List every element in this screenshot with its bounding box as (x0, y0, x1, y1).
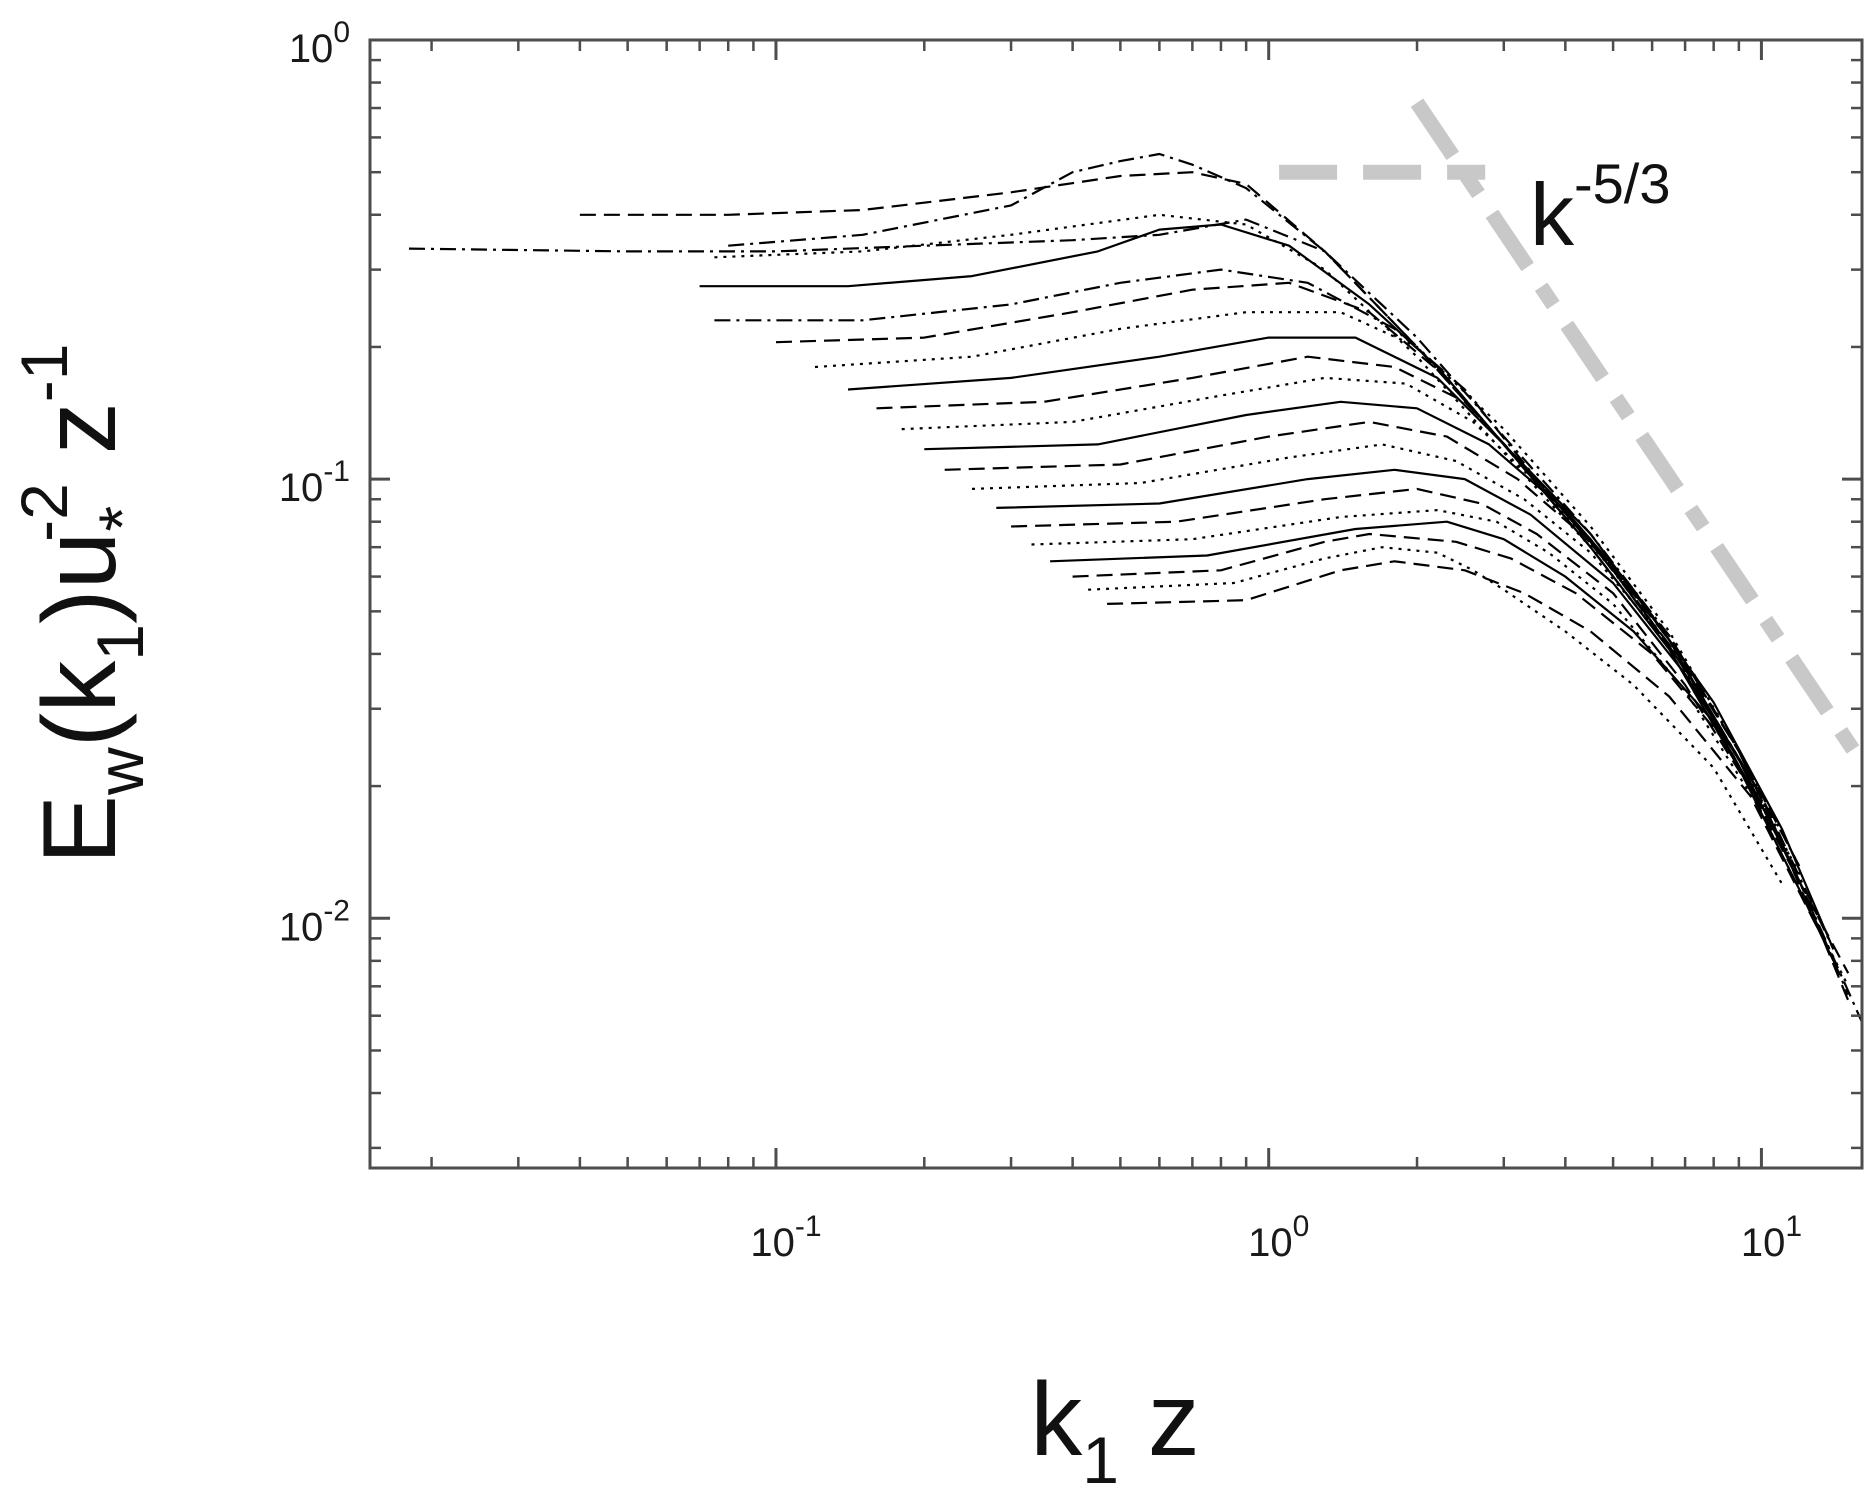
y-tick-label-exp: -2 (323, 894, 350, 927)
y-title-e3: -2 (7, 483, 81, 542)
series-line-14 (971, 443, 1802, 877)
y-title-p3: )u (22, 532, 138, 624)
series-line-20 (1088, 546, 1783, 885)
series-layer (408, 152, 1862, 1023)
x-tick-label-exp: 1 (1785, 1210, 1802, 1243)
x-tick-label-exp: -1 (795, 1210, 822, 1243)
x-tick-label: 10-1 (750, 1210, 821, 1265)
reference-layer (1279, 98, 1862, 767)
x-tick-label-base: 10 (1741, 1221, 1786, 1265)
y-title-p4: z (22, 402, 138, 483)
series-line-7 (775, 281, 1850, 974)
y-tick-label: 10-1 (279, 455, 350, 510)
x-tick-label-exp: 0 (1293, 1210, 1310, 1243)
y-tick-label-base: 10 (289, 27, 334, 71)
y-tick-label-base: 10 (279, 905, 324, 949)
x-axis-title: k1 z (1030, 1362, 1200, 1497)
annotation-slope: k-5/3 (1530, 152, 1671, 264)
series-line-5 (699, 223, 1835, 962)
series-line-15 (996, 468, 1763, 797)
series-line-6 (714, 268, 1835, 950)
x-tick-label: 100 (1248, 1210, 1309, 1265)
series-line-16 (1011, 487, 1763, 807)
series-line-18 (1050, 520, 1783, 842)
y-title-s1: w (83, 747, 157, 796)
x-axis-title-tail: z (1119, 1362, 1200, 1478)
plot-frame (368, 38, 1864, 1170)
y-title-s2: 1 (83, 624, 157, 661)
series-line-4 (714, 213, 1850, 987)
y-title-p2: (k (22, 660, 138, 748)
series-line-12 (924, 400, 1835, 950)
y-tick-label-base: 10 (279, 466, 324, 510)
annotation-exponent: -5/3 (1574, 152, 1671, 215)
y-axis-title: Ew(k1)u*-2 z-1 (7, 344, 159, 865)
y-tick-label: 10-2 (279, 894, 350, 949)
x-axis-title-main: k (1030, 1362, 1083, 1478)
y-title-s3: * (85, 506, 159, 532)
annotation-base: k (1530, 165, 1575, 264)
x-tick-label-base: 10 (1248, 1221, 1293, 1265)
minor-ticks (370, 40, 1862, 1168)
series-line-21 (1107, 560, 1819, 929)
series-line-10 (876, 355, 1819, 929)
y-tick-label: 100 (289, 16, 350, 71)
series-line-8 (814, 311, 1802, 869)
x-tick-label: 101 (1741, 1210, 1802, 1265)
y-title-p1: E (22, 795, 138, 864)
series-line-13 (944, 420, 1802, 869)
series-line-19 (1072, 532, 1793, 862)
y-tick-label-exp: -1 (323, 455, 350, 488)
x-tick-label-base: 10 (750, 1221, 795, 1265)
y-tick-label-exp: 0 (333, 16, 350, 49)
series-line-3 (728, 152, 1850, 996)
y-title-e4: -1 (7, 344, 81, 403)
x-axis-title-sub: 1 (1082, 1423, 1119, 1497)
